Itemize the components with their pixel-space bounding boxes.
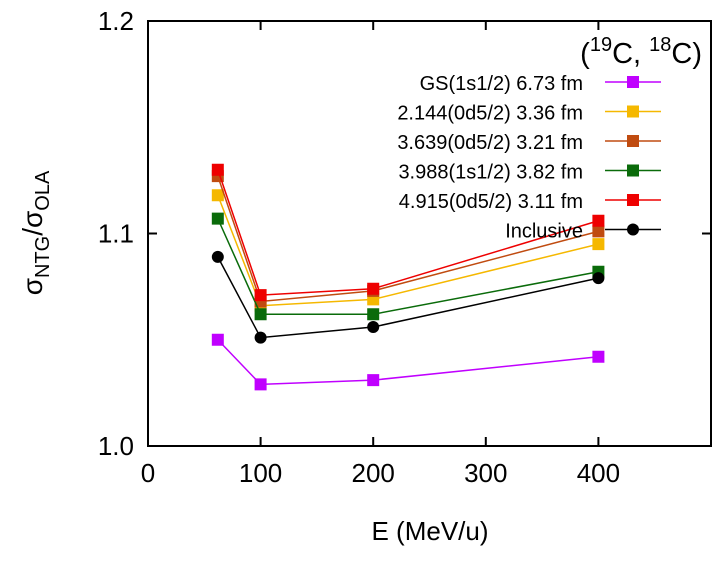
legend-label: Inclusive — [505, 221, 583, 243]
series-line — [217, 169, 599, 296]
data-point — [211, 250, 224, 263]
series-4 — [211, 163, 605, 302]
y-tick-label: 1.0 — [98, 431, 134, 461]
data-point — [367, 282, 380, 295]
series-line — [217, 175, 599, 303]
y-axis-label: σNTG/σOLA — [17, 170, 54, 295]
series-line — [217, 194, 599, 307]
data-point — [211, 163, 224, 176]
legend-marker — [627, 223, 639, 236]
x-tick-label: 100 — [239, 458, 282, 488]
legend-label: 4.915(0d5/2) 3.11 fm — [399, 191, 583, 213]
series-line — [217, 218, 599, 315]
x-axis-label: E (MeV/u) — [371, 516, 488, 546]
series-0 — [211, 333, 605, 391]
annotation: (19C, 18C) — [580, 34, 702, 70]
legend-label: 2.144(0d5/2) 3.36 fm — [397, 103, 583, 125]
data-point — [254, 378, 267, 391]
data-point — [592, 350, 605, 363]
data-point — [592, 238, 605, 251]
series-line — [217, 256, 599, 339]
data-point — [211, 212, 224, 225]
x-tick-label: 0 — [141, 458, 155, 488]
legend-label: 3.639(0d5/2) 3.21 fm — [397, 132, 583, 154]
legend-label: 3.988(1s1/2) 3.82 fm — [398, 162, 583, 184]
data-point — [254, 289, 267, 302]
y-tick-label: 1.1 — [98, 219, 134, 249]
data-point — [592, 225, 605, 238]
legend-marker — [627, 194, 639, 206]
data-point — [254, 308, 267, 321]
legend-marker — [627, 105, 639, 118]
data-point — [592, 214, 605, 227]
x-tick-label: 200 — [352, 458, 395, 488]
legend-marker — [627, 76, 639, 88]
y-tick-label: 1.2 — [98, 6, 134, 36]
legend-marker — [627, 164, 639, 177]
x-tick-label: 300 — [464, 458, 507, 488]
data-point — [254, 331, 267, 344]
legend-label: GS(1s1/2) 6.73 fm — [420, 73, 583, 95]
series-3 — [211, 212, 605, 321]
legend-marker — [627, 135, 639, 147]
series-line — [217, 339, 599, 386]
data-point — [367, 321, 380, 333]
data-point — [211, 189, 224, 202]
data-point — [592, 272, 605, 285]
data-point — [211, 333, 224, 346]
data-point — [367, 374, 380, 387]
x-tick-label: 400 — [577, 458, 620, 488]
data-point — [367, 308, 380, 321]
series-5 — [211, 250, 605, 344]
